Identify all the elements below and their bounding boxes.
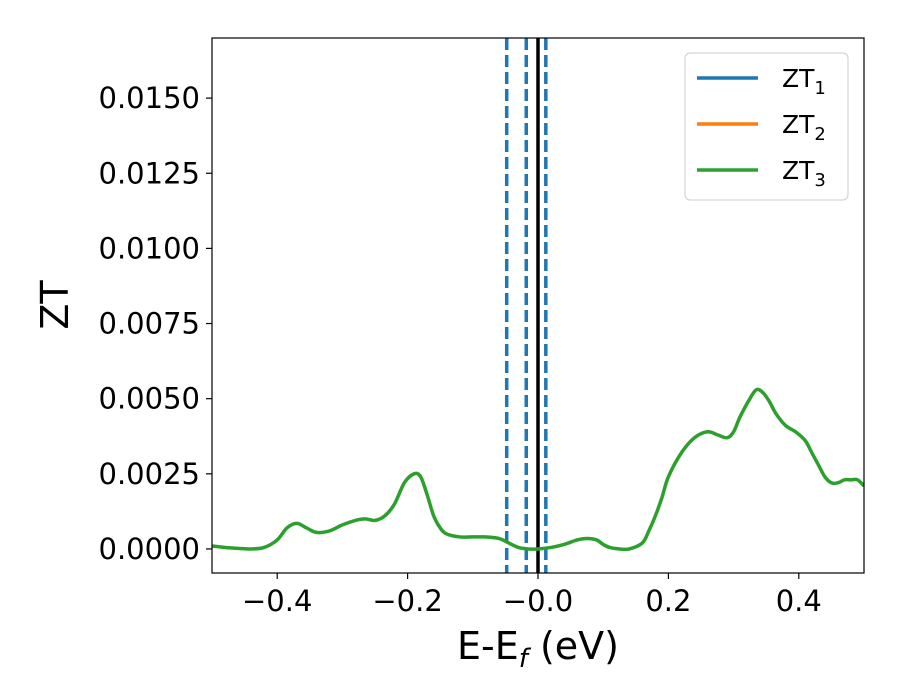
legend-label-sub-0: 1 bbox=[814, 78, 825, 99]
legend-label-sub-2: 3 bbox=[814, 170, 825, 191]
y-tick-label-0: 0.0000 bbox=[99, 532, 200, 566]
legend-label-2: ZT3 bbox=[782, 156, 826, 191]
x-tick-label-3: 0.2 bbox=[645, 584, 691, 618]
y-axis-label: ZT bbox=[33, 280, 77, 330]
x-axis-label-unit: (eV) bbox=[528, 624, 619, 668]
y-tick-label-2: 0.0050 bbox=[99, 382, 200, 416]
y-tick-label-4: 0.0100 bbox=[99, 231, 200, 265]
x-axis-label-main: E-E bbox=[457, 624, 519, 668]
y-tick-label-6: 0.0150 bbox=[99, 81, 200, 115]
x-tick-label-4: 0.4 bbox=[776, 584, 822, 618]
y-tick-label-1: 0.0025 bbox=[99, 457, 200, 491]
x-axis-label: E-Ef (eV) bbox=[457, 624, 619, 674]
legend-label-0: ZT1 bbox=[782, 64, 826, 99]
y-tick-label-5: 0.0125 bbox=[99, 156, 200, 190]
legend-label-base-2: ZT bbox=[782, 156, 815, 185]
legend-label-sub-1: 2 bbox=[814, 124, 825, 145]
legend-label-1: ZT2 bbox=[782, 110, 826, 145]
x-tick-label-0: −0.4 bbox=[242, 584, 312, 618]
plot-area bbox=[212, 38, 864, 573]
x-tick-label-2: −0.0 bbox=[503, 584, 573, 618]
legend-label-base-0: ZT bbox=[782, 64, 815, 93]
y-tick-label-3: 0.0075 bbox=[99, 307, 200, 341]
x-tick-label-1: −0.2 bbox=[372, 584, 442, 618]
legend-box bbox=[684, 52, 849, 201]
series-line-0 bbox=[212, 387, 864, 552]
ticks: −0.4 −0.2 −0.0 0.2 0.4 0.0000 0.0025 0.0050 0.00… bbox=[99, 81, 822, 618]
legend-label-base-1: ZT bbox=[782, 110, 815, 139]
